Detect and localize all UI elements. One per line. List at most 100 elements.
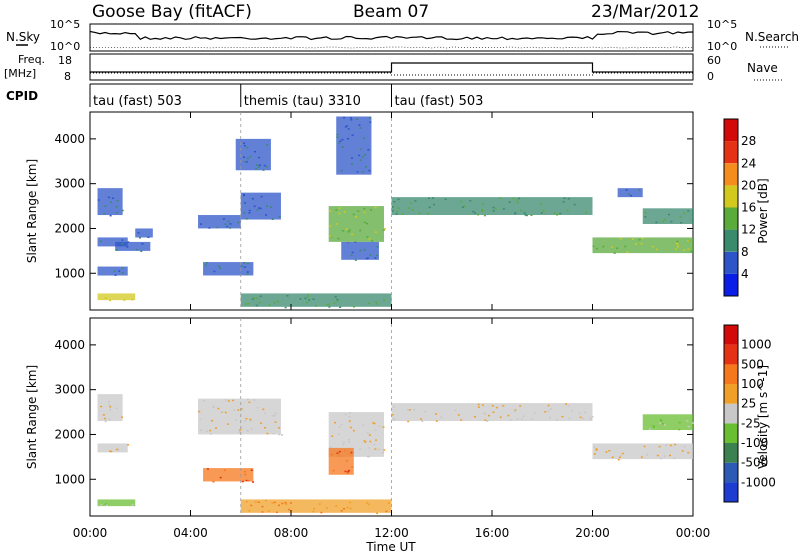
colorbar-segment (724, 119, 738, 142)
scatter-pixel (345, 228, 348, 230)
scatter-pixel (674, 443, 677, 446)
noise-right-label: N.Search (745, 30, 799, 44)
scatter-pixel (114, 274, 117, 276)
colorbar-segment (724, 185, 738, 208)
scatter-pixel (266, 432, 269, 435)
scatter-pixel (247, 398, 249, 401)
velocity-colorbar: 1000 500 100 25 -25 -100 -500 -1000 (723, 324, 776, 503)
scatter-pixel (99, 240, 102, 242)
scatter-pixel (212, 481, 215, 483)
scatter-pixel (539, 203, 542, 205)
scatter-pixel (431, 197, 434, 199)
scatter-pixel (245, 500, 248, 503)
scatter-pixel (358, 154, 361, 157)
scatter-pixel (367, 149, 370, 151)
scatter-pixel (626, 251, 629, 253)
scatter-pixel (676, 246, 679, 248)
scatter-pixel (428, 206, 431, 209)
scatter-pixel (342, 442, 345, 444)
scatter-pixel (336, 300, 339, 302)
scatter-pixel (115, 206, 118, 208)
scatter-pixel (565, 403, 568, 405)
scatter-pixel (492, 411, 495, 413)
scatter-pixel (212, 405, 215, 408)
scatter-pixel (428, 197, 430, 199)
scatter-pixel (409, 202, 412, 204)
scatter-pixel (227, 400, 230, 402)
colorbar-tick-label: -100 (741, 436, 768, 450)
scatter-pixel (391, 210, 394, 212)
scatter-pixel (229, 227, 232, 229)
scatter-pixel (481, 209, 484, 211)
scatter-pixel (624, 245, 627, 248)
nave-tick-high: 60 (707, 54, 721, 67)
scatter-pixel (341, 146, 344, 148)
scatter-pixel (273, 414, 276, 417)
scatter-pixel (260, 195, 263, 198)
colorbar-segment (724, 229, 738, 252)
scatter-pixel (663, 218, 666, 221)
freq-tick-high: 18 (58, 54, 72, 67)
scatter-pixel (660, 457, 663, 460)
scatter-pixel (673, 457, 676, 460)
x-axis-label: Time UT (365, 540, 416, 554)
scatter-pixel (573, 203, 576, 206)
scatter-pixel (246, 262, 249, 265)
scatter-pixel (337, 237, 340, 240)
scatter-pixel (104, 297, 107, 299)
scatter-pixel (289, 502, 292, 504)
scatter-pixel (115, 211, 118, 214)
scatter-pixel (653, 426, 655, 428)
scatter-pixel (104, 417, 106, 420)
scatter-pixel (251, 298, 254, 300)
scatter-pixel (343, 508, 346, 510)
scatter-pixel (460, 200, 462, 203)
scatter-pixel (232, 399, 235, 402)
scatter-region (203, 262, 254, 276)
scatter-pixel (248, 401, 251, 404)
scatter-region (328, 206, 384, 242)
scatter-pixel (369, 440, 372, 443)
scatter-pixel (369, 121, 372, 123)
scatter-pixel (350, 254, 353, 257)
scatter-pixel (391, 414, 394, 416)
scatter-pixel (661, 423, 664, 425)
scatter-pixel (676, 243, 679, 246)
scatter-pixel (363, 211, 366, 214)
scatter-pixel (344, 126, 347, 128)
scatter-region (642, 208, 694, 225)
scatter-pixel (110, 201, 112, 203)
scatter-pixel (519, 405, 522, 407)
scatter-pixel (328, 306, 331, 308)
time-axis: 00:00 04:00 08:00 12:00 16:00 20:00 00:00 (73, 112, 711, 540)
scatter-pixel (327, 303, 330, 306)
scatter-pixel (348, 469, 350, 472)
x-tick-label: 00:00 (676, 526, 711, 540)
scatter-pixel (502, 208, 505, 210)
scatter-pixel (514, 409, 517, 411)
scatter-pixel (669, 444, 672, 447)
scatter-pixel (334, 421, 336, 424)
scatter-pixel (520, 209, 523, 212)
scatter-pixel (243, 262, 246, 264)
scatter-pixel (250, 428, 253, 430)
scatter-pixel (338, 207, 341, 209)
scatter-pixel (325, 507, 328, 509)
scatter-pixel (109, 406, 112, 408)
scatter-pixel (205, 430, 208, 433)
scatter-pixel (385, 510, 388, 513)
scatter-pixel (243, 202, 246, 204)
cpid-segment-label: themis (tau) 3310 (244, 94, 361, 109)
scatter-pixel (494, 207, 497, 210)
scatter-pixel (611, 456, 614, 458)
scatter-pixel (339, 306, 342, 308)
scatter-pixel (481, 210, 484, 212)
scatter-pixel (109, 214, 112, 217)
colorbar-tick-label: 8 (741, 245, 749, 259)
velocity-cbar-label: Velocity [m s^-1] (756, 365, 770, 469)
scatter-pixel (336, 136, 339, 138)
scatter-pixel (344, 413, 347, 416)
scatter-pixel (542, 210, 545, 212)
scatter-pixel (260, 422, 263, 424)
colorbar-segment (724, 423, 738, 443)
